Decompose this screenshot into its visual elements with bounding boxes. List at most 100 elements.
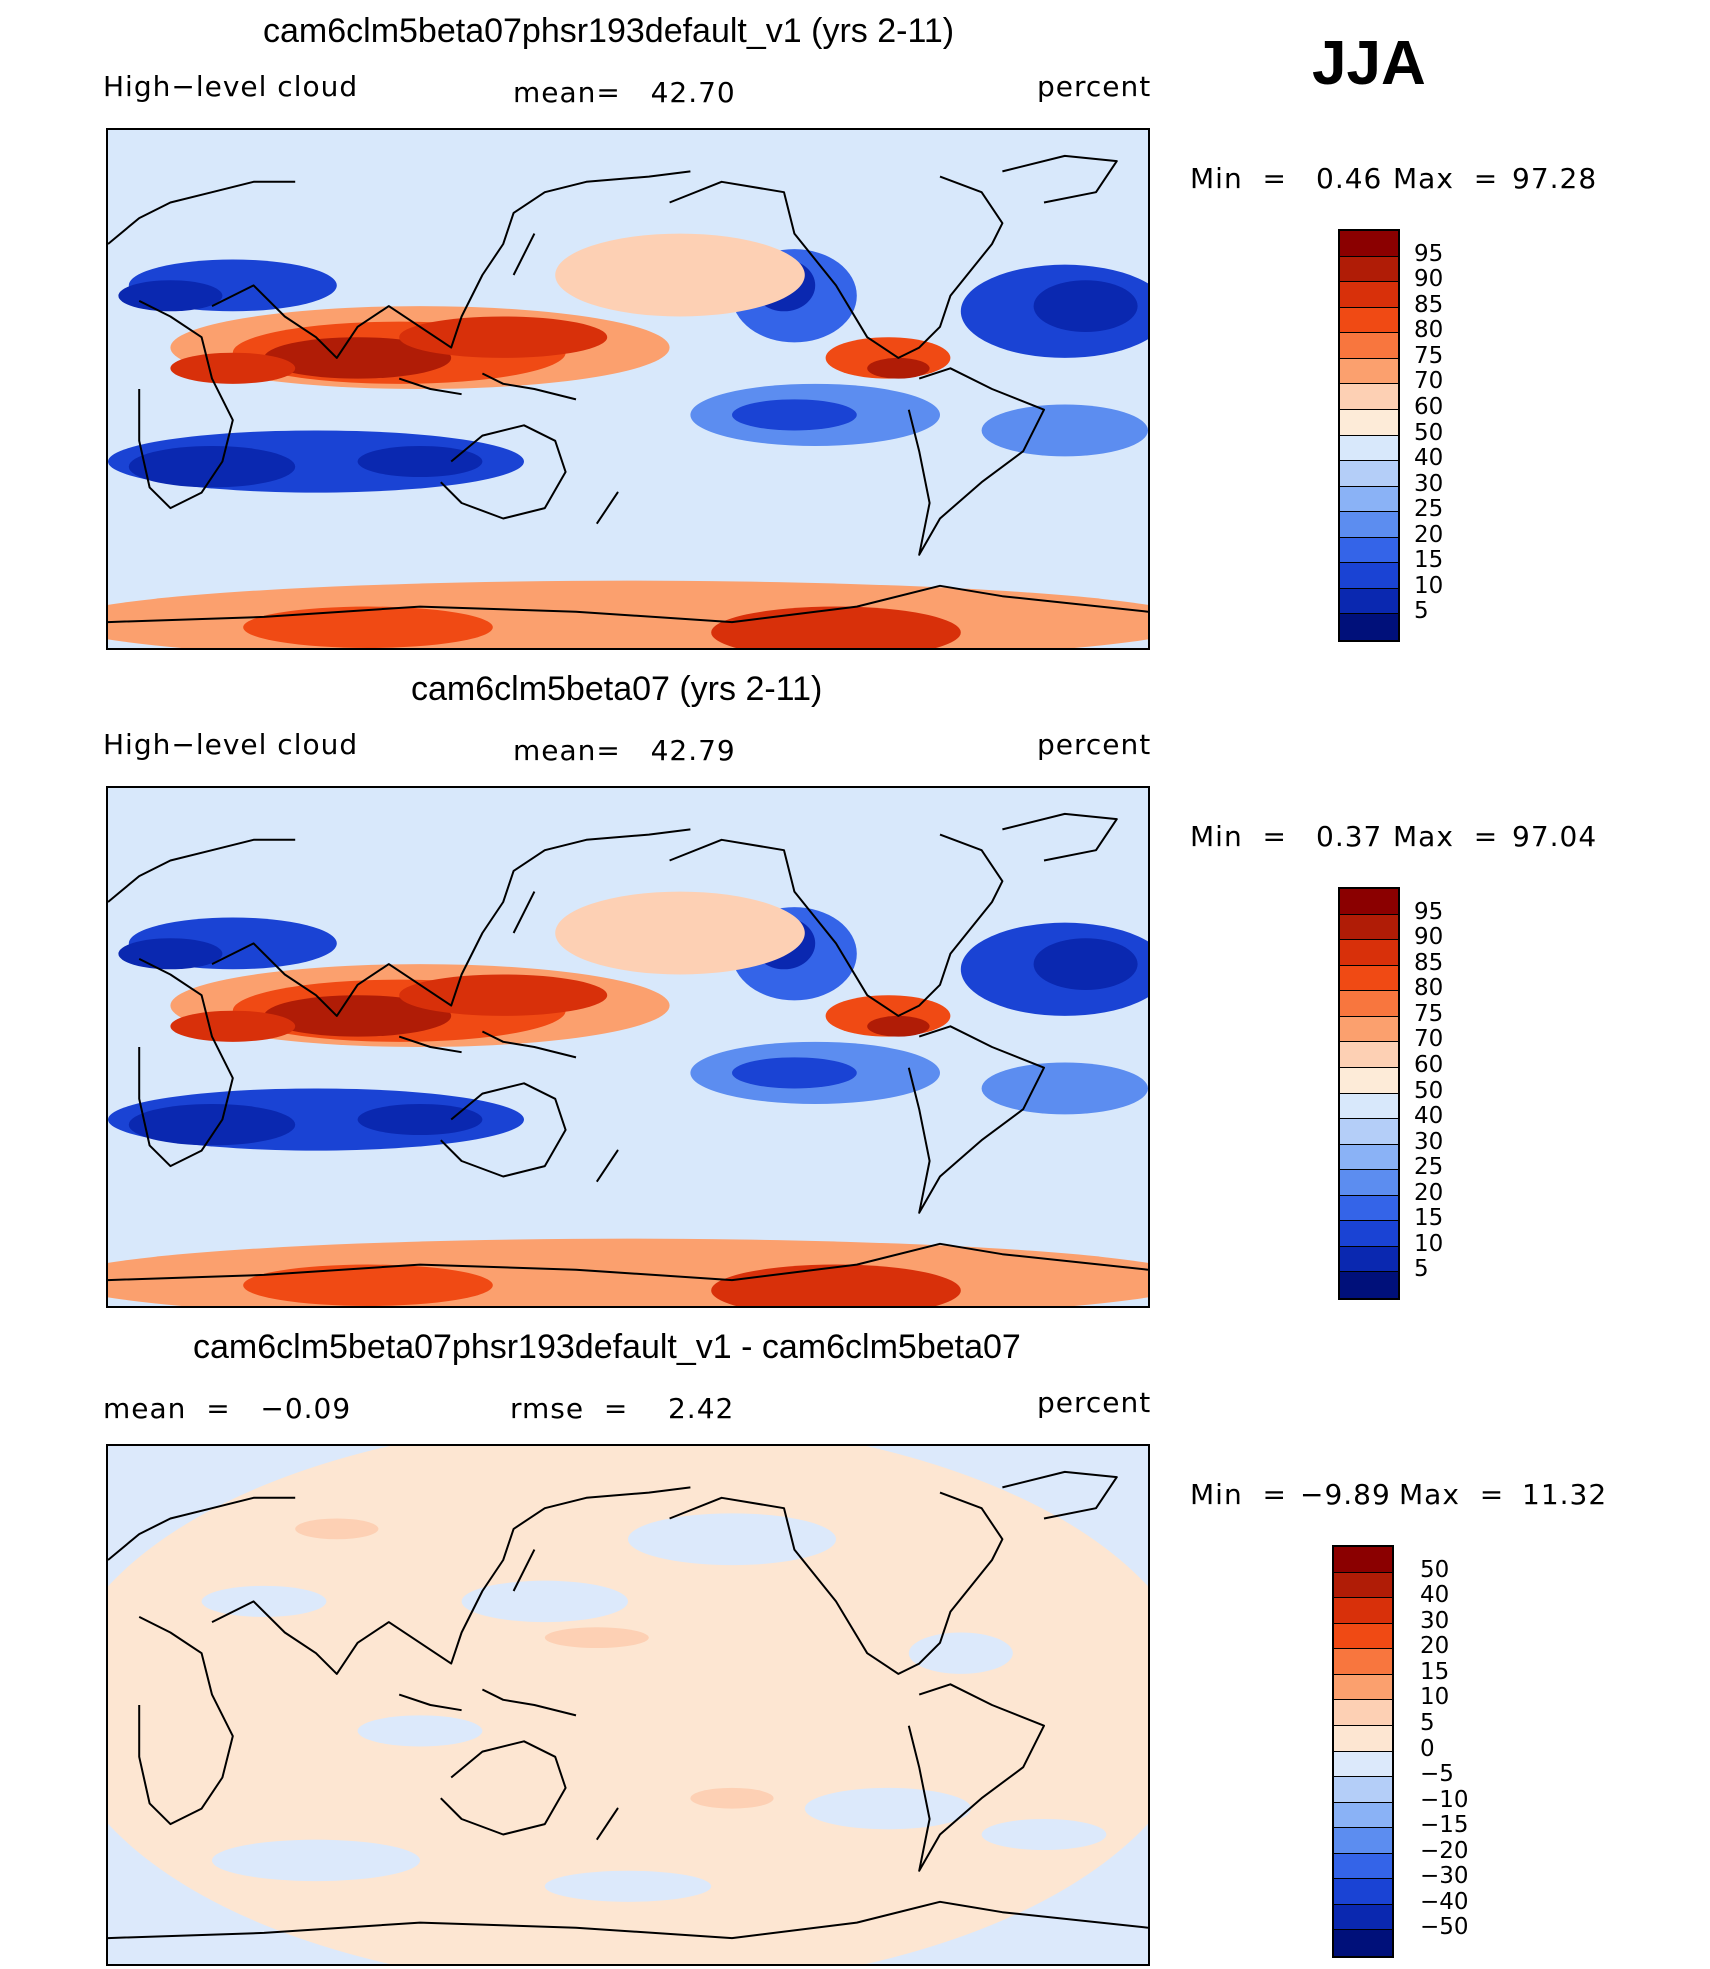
- colorbar-tick-label: 25: [1414, 496, 1444, 523]
- colorbar-swatch: [1334, 1700, 1392, 1726]
- coastline: [481, 372, 577, 401]
- contour-region: [170, 1010, 296, 1042]
- colorbar-tick-label: 10: [1414, 572, 1444, 599]
- contour-region: [118, 280, 223, 312]
- colorbar-tick-label: 70: [1414, 1026, 1444, 1053]
- colorbar-tick-label: 80: [1414, 975, 1444, 1002]
- colorbar-tick-label: 25: [1414, 1154, 1444, 1181]
- colorbar-tick-label: 20: [1420, 1633, 1450, 1660]
- colorbar-tick-label: 40: [1414, 445, 1444, 472]
- colorbar-swatch: [1340, 940, 1398, 966]
- coastline: [108, 584, 1148, 624]
- colorbar-tick-label: 40: [1420, 1582, 1450, 1609]
- contour-region: [981, 1818, 1107, 1851]
- coastline: [1002, 812, 1118, 862]
- colorbar-tick-label: 50: [1420, 1556, 1450, 1583]
- contour-region: [399, 316, 608, 358]
- colorbar-tick-label: 75: [1414, 1000, 1444, 1027]
- colorbar-swatch: [1334, 1853, 1392, 1880]
- coastline: [108, 1900, 1148, 1940]
- colorbar-swatch: [1334, 1879, 1392, 1905]
- coastline: [481, 1688, 577, 1717]
- coastline: [512, 1549, 536, 1592]
- colorbar-swatch: [1340, 1119, 1398, 1145]
- panel-1-max-label: Max =: [1393, 162, 1499, 195]
- colorbar-swatch: [1340, 409, 1398, 436]
- panel-2-variable-label: High−level cloud: [103, 728, 359, 761]
- coastline: [1002, 1470, 1118, 1520]
- colorbar-tick-label: 80: [1414, 317, 1444, 344]
- coastline: [108, 1242, 1148, 1282]
- colorbar-swatch: [1340, 537, 1398, 564]
- contour-region: [555, 891, 805, 975]
- panel-1-min-value: 0.46: [1316, 162, 1383, 195]
- colorbar-swatch: [1334, 1904, 1392, 1931]
- contour-region: [243, 1264, 493, 1306]
- contour-region: [1033, 938, 1138, 991]
- contour-region: [108, 1446, 1148, 1964]
- colorbar-swatch: [1340, 965, 1398, 992]
- colorbar-swatch: [1340, 1067, 1398, 1094]
- colorbar-swatch: [1340, 358, 1398, 385]
- colorbar-swatch: [1340, 1221, 1398, 1247]
- colorbar-swatch: [1334, 1623, 1392, 1650]
- colorbar-swatch: [1340, 914, 1398, 941]
- map-field: [108, 1446, 1148, 1964]
- panel-1-variable-label: High−level cloud: [103, 70, 359, 103]
- colorbar-swatch: [1340, 991, 1398, 1017]
- panel-3-mean-label: mean = −0.09: [103, 1392, 352, 1425]
- colorbar-swatch: [1340, 614, 1398, 640]
- coastline: [108, 180, 296, 245]
- colorbar-tick-label: 85: [1414, 949, 1444, 976]
- colorbar-swatch: [1340, 1272, 1398, 1298]
- coastline: [481, 1030, 577, 1059]
- contour-region: [243, 606, 493, 648]
- colorbar-swatch: [1334, 1777, 1392, 1803]
- coastline: [669, 175, 1004, 359]
- coastline: [907, 1025, 1045, 1214]
- panel-3-rmse-label: rmse = 2.42: [510, 1392, 735, 1425]
- panel-2-max-value: 97.04: [1512, 820, 1598, 853]
- colorbar-tick-label: 0: [1420, 1735, 1435, 1762]
- coastline: [512, 891, 536, 934]
- coastline: [907, 367, 1045, 556]
- panel-1-max-value: 97.28: [1512, 162, 1598, 195]
- coastline: [138, 958, 234, 1168]
- contour-region: [128, 445, 296, 488]
- coastline: [440, 1740, 567, 1836]
- colorbar-tick-label: 60: [1414, 393, 1444, 420]
- colorbar-swatch: [1340, 333, 1398, 359]
- colorbar-tick-label: 90: [1414, 266, 1444, 293]
- colorbar-tick-label: 85: [1414, 291, 1444, 318]
- colorbar-swatch: [1340, 282, 1398, 308]
- colorbar-swatch: [1340, 1144, 1398, 1171]
- colorbar-swatch: [1340, 1246, 1398, 1273]
- contour-region: [357, 1715, 483, 1747]
- contour-region: [399, 974, 608, 1016]
- contour-region: [357, 445, 483, 478]
- colorbar-swatch: [1340, 486, 1398, 513]
- contour-region: [212, 1839, 420, 1882]
- coastline: [595, 1149, 619, 1183]
- coastline: [398, 1693, 462, 1712]
- colorbar-swatch: [1334, 1828, 1392, 1854]
- panel-3-title: cam6clm5beta07phsr193default_v1 - cam6cl…: [193, 1328, 1021, 1366]
- colorbar-swatch: [1340, 588, 1398, 615]
- colorbar-swatch: [1340, 889, 1398, 915]
- map-field: [108, 130, 1148, 648]
- colorbar-tick-label: 75: [1414, 342, 1444, 369]
- panel-3-colorbar: [1332, 1545, 1394, 1958]
- colorbar-tick-label: 5: [1414, 598, 1429, 625]
- coastline: [211, 1486, 691, 1675]
- panel-3-min-label: Min =: [1190, 1478, 1287, 1511]
- contour-region: [908, 1632, 1013, 1674]
- colorbar-swatch: [1340, 231, 1398, 257]
- panel-3-min-value: −9.89: [1300, 1478, 1391, 1511]
- contour-region: [555, 233, 805, 317]
- coastline: [440, 1082, 567, 1178]
- coastline: [398, 377, 462, 396]
- colorbar-swatch: [1340, 384, 1398, 410]
- contour-region: [867, 1015, 930, 1037]
- colorbar-tick-label: 60: [1414, 1051, 1444, 1078]
- colorbar-tick-label: 15: [1414, 547, 1444, 574]
